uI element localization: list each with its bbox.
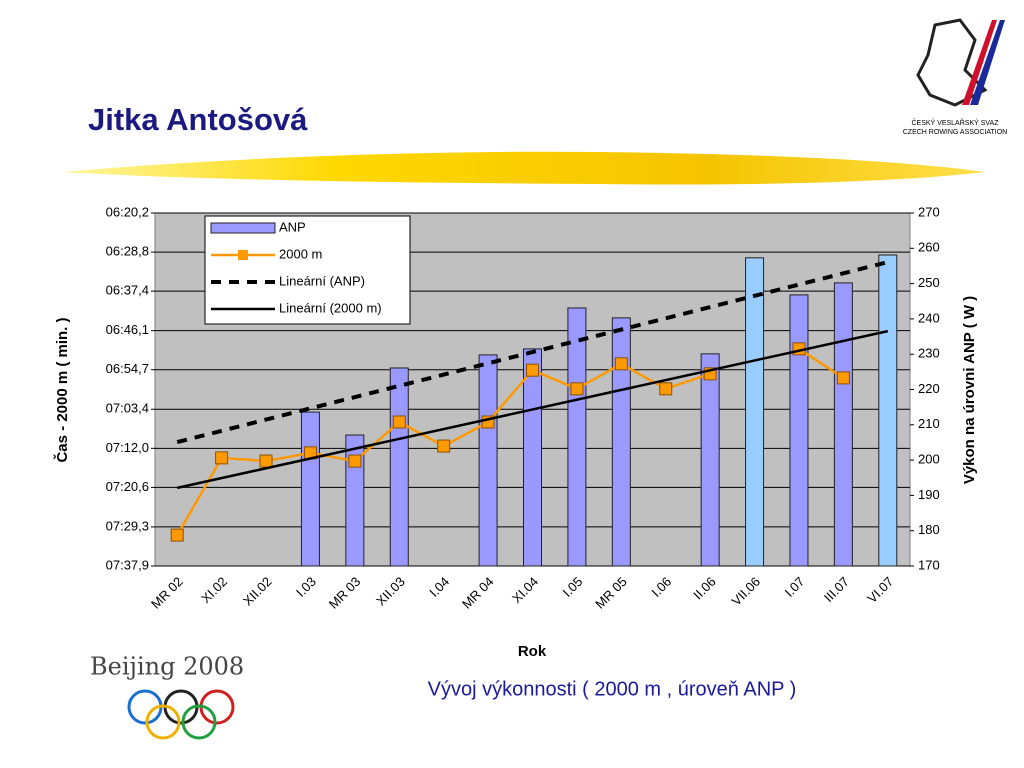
- marker: [570, 382, 584, 396]
- y2-tick-label: 230: [918, 346, 940, 361]
- marker: [437, 439, 451, 453]
- trendline: [176, 329, 889, 490]
- bar: [345, 434, 365, 567]
- logo-text: CZECH ROWING ASSOCIATION: [903, 129, 1008, 136]
- bar: [700, 353, 720, 567]
- bar: [300, 411, 320, 567]
- marker: [614, 357, 628, 371]
- bar: [789, 294, 809, 567]
- x-axis-label: Rok: [518, 643, 547, 660]
- marker: [170, 528, 184, 542]
- x-tick-label: I.03: [293, 574, 319, 600]
- x-tick-label: I.07: [782, 574, 808, 600]
- bar: [567, 307, 587, 567]
- x-tick-label: MR 04: [459, 574, 497, 612]
- y-tick-label: 07:20,6: [106, 479, 149, 494]
- y2-tick-label: 210: [918, 416, 940, 431]
- y-tick-label: 06:37,4: [106, 283, 149, 298]
- y2-tick-label: 190: [918, 487, 940, 502]
- marker: [259, 454, 273, 468]
- caption: Vývoj výkonnosti ( 2000 m , úroveň ANP ): [428, 678, 797, 700]
- x-tick-label: MR 03: [326, 574, 364, 612]
- association-logo: [916, 18, 1005, 107]
- x-tick-label: XI.04: [509, 574, 541, 606]
- bar: [833, 282, 853, 567]
- y-tick-label: 07:03,4: [106, 401, 149, 416]
- y2-tick-label: 250: [918, 275, 940, 290]
- y-tick-label: 07:29,3: [106, 518, 149, 533]
- bar: [878, 254, 898, 567]
- bar: [745, 257, 765, 567]
- trendline: [176, 260, 889, 445]
- legend-label: 2000 m: [279, 246, 322, 261]
- x-tick-label: XI.02: [198, 574, 230, 606]
- y2-tick-label: 180: [918, 522, 940, 537]
- x-tick-label: II.06: [690, 574, 718, 602]
- x-tick-label: XII.02: [240, 574, 275, 609]
- y-tick-label: 07:37,9: [106, 557, 149, 572]
- x-tick-label: VI.07: [864, 574, 896, 606]
- legend-swatch: [210, 222, 276, 234]
- bar: [389, 367, 409, 567]
- x-tick-label: MR 05: [592, 574, 630, 612]
- bar: [478, 354, 498, 567]
- olympic-rings: [127, 689, 235, 740]
- marker: [348, 454, 362, 468]
- brush-stroke: [62, 151, 985, 185]
- y-tick-label: 06:54,7: [106, 361, 149, 376]
- y2-tick-label: 200: [918, 452, 940, 467]
- x-tick-label: MR 02: [148, 574, 186, 612]
- y-tick-label: 06:28,8: [106, 244, 149, 259]
- x-tick-label: XII.03: [373, 574, 408, 609]
- y-axis-label: Čas - 2000 m ( min. ): [53, 317, 71, 462]
- y2-tick-label: 170: [918, 557, 940, 572]
- y2-tick-label: 240: [918, 310, 940, 325]
- x-tick-label: I.06: [648, 574, 674, 600]
- legend-label: ANP: [279, 219, 306, 234]
- slide-title: Jitka Antošová: [88, 102, 308, 137]
- x-tick-label: I.05: [560, 574, 586, 600]
- y-tick-label: 07:12,0: [106, 440, 149, 455]
- y2-axis-label: Výkon na úrovni ANP ( W ): [961, 296, 978, 484]
- legend-label: Lineární (ANP): [279, 273, 365, 288]
- marker: [392, 415, 406, 429]
- marker: [836, 371, 850, 385]
- marker: [215, 451, 229, 465]
- bar: [611, 317, 631, 567]
- y2-tick-label: 220: [918, 381, 940, 396]
- legend-label: Lineární (2000 m): [279, 300, 382, 315]
- legend-box: [204, 215, 411, 325]
- y2-tick-label: 260: [918, 240, 940, 255]
- legend-marker: [238, 250, 248, 260]
- x-tick-label: VII.06: [728, 574, 763, 609]
- y2-tick-label: 270: [918, 204, 940, 219]
- x-tick-label: I.04: [426, 574, 452, 600]
- olympic-text: Beijing 2008: [90, 653, 244, 681]
- marker: [526, 363, 539, 377]
- logo-text: ČESKÝ VESLAŘSKÝ SVAZ: [911, 118, 999, 127]
- y-tick-label: 06:46,1: [106, 322, 149, 337]
- x-tick-label: III.07: [821, 574, 852, 605]
- y-tick-label: 06:20,2: [106, 204, 149, 219]
- marker: [659, 382, 673, 396]
- bar: [523, 348, 542, 567]
